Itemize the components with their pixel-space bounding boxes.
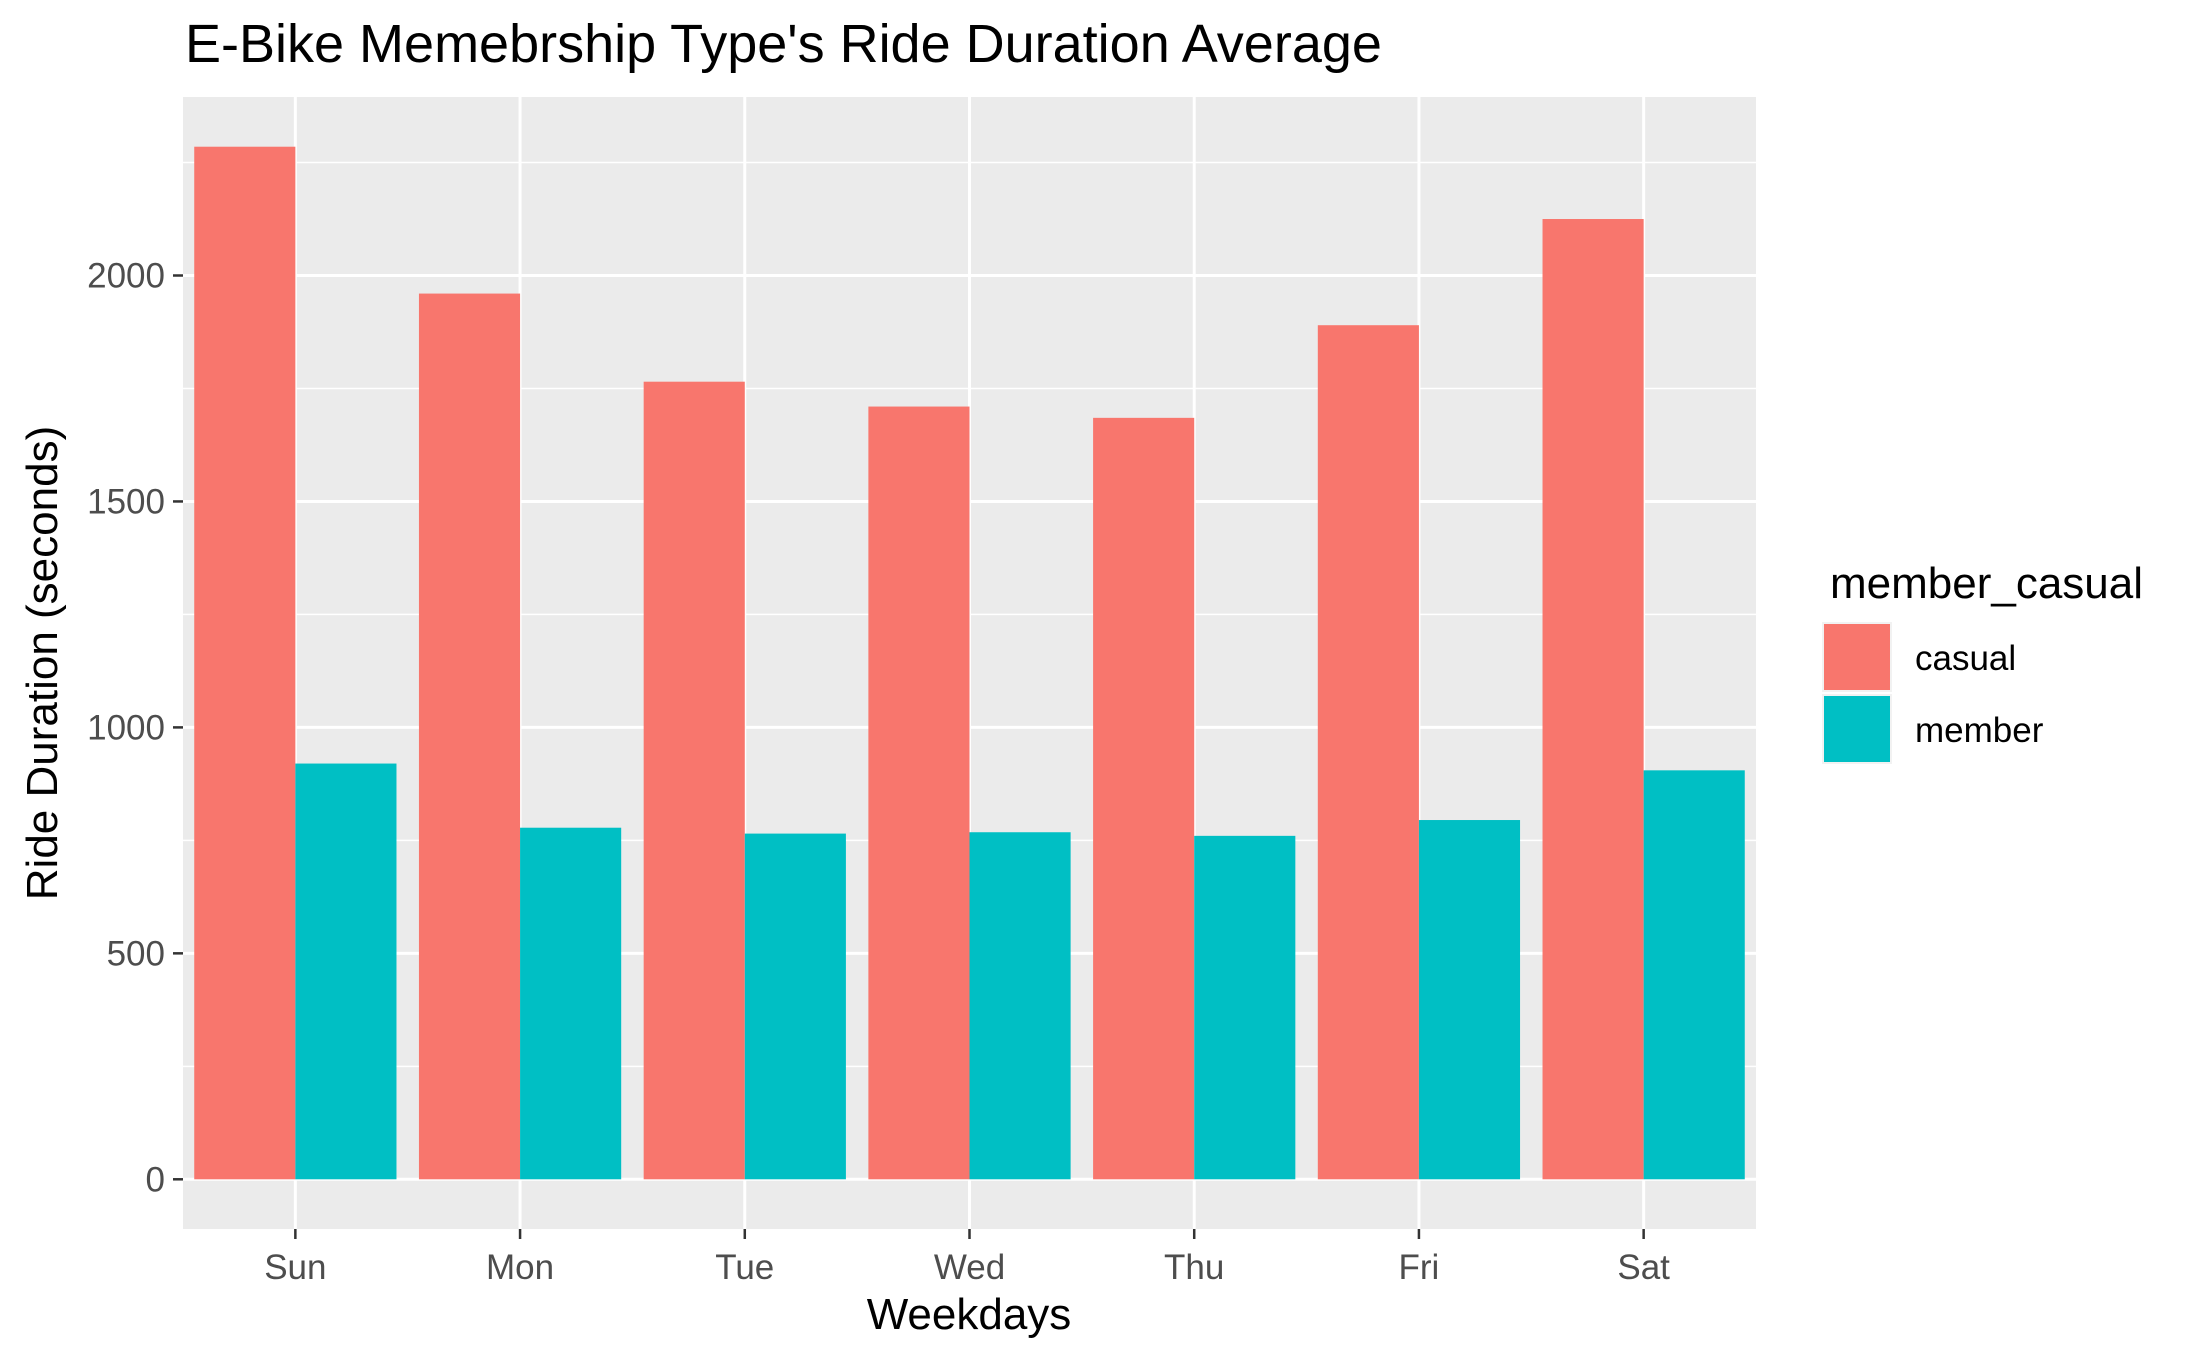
bar-casual-sun xyxy=(194,146,296,1180)
bar-member-mon xyxy=(520,827,622,1180)
bars xyxy=(194,146,1745,1180)
bar-casual-wed xyxy=(868,406,970,1180)
bar-member-thu xyxy=(1194,835,1296,1180)
bar-casual-tue xyxy=(643,381,745,1180)
y-tick-label: 1000 xyxy=(87,708,165,747)
x-axis: Sun Mon Tue Wed Thu Fri Sat xyxy=(264,1229,1670,1287)
bar-member-tue xyxy=(744,833,846,1180)
bar-casual-sat xyxy=(1542,219,1644,1180)
bar-member-sun xyxy=(295,763,397,1180)
x-tick-label: Fri xyxy=(1399,1248,1440,1287)
x-tick-label: Thu xyxy=(1164,1248,1224,1287)
legend-label-casual: casual xyxy=(1915,639,2016,678)
x-tick-label: Tue xyxy=(715,1248,774,1287)
x-tick-label: Mon xyxy=(486,1248,554,1287)
legend-label-member: member xyxy=(1915,711,2044,750)
y-axis-title: Ride Duration (seconds) xyxy=(18,426,67,900)
y-tick-label: 500 xyxy=(107,934,165,973)
bar-casual-fri xyxy=(1317,325,1419,1180)
y-axis: 0 500 1000 1500 2000 xyxy=(87,256,183,1199)
legend-title: member_casual xyxy=(1830,559,2143,608)
chart-title: E-Bike Memebrship Type's Ride Duration A… xyxy=(185,14,1382,74)
y-tick-label: 0 xyxy=(146,1160,165,1199)
legend: member_casual casual member xyxy=(1822,559,2143,764)
legend-swatch-member xyxy=(1824,696,1890,762)
bar-member-fri xyxy=(1418,820,1521,1180)
x-tick-label: Sun xyxy=(264,1248,326,1287)
bar-member-wed xyxy=(969,832,1071,1180)
bar-member-sat xyxy=(1643,770,1745,1180)
x-tick-label: Sat xyxy=(1617,1248,1670,1287)
x-axis-title: Weekdays xyxy=(867,1290,1072,1339)
y-tick-label: 1500 xyxy=(87,482,165,521)
x-tick-label: Wed xyxy=(934,1248,1005,1287)
y-tick-label: 2000 xyxy=(87,256,165,295)
bar-casual-mon xyxy=(418,293,521,1180)
bar-casual-thu xyxy=(1093,417,1195,1180)
legend-swatch-casual xyxy=(1824,624,1890,690)
